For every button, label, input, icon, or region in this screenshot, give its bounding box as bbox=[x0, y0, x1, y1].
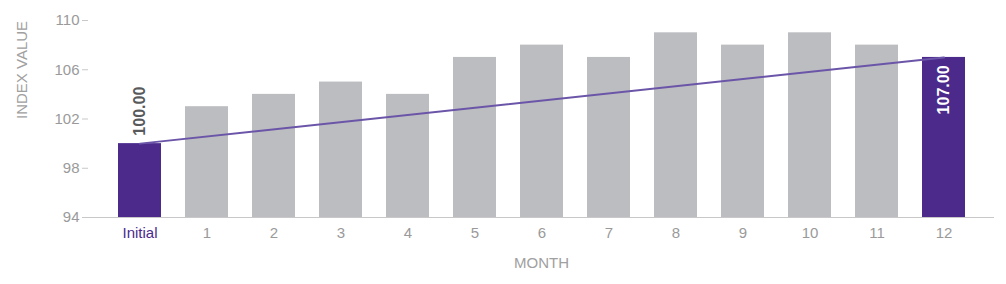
svg-text:107.00: 107.00 bbox=[935, 65, 952, 114]
svg-text:9: 9 bbox=[739, 224, 747, 241]
svg-text:7: 7 bbox=[605, 224, 613, 241]
svg-text:6: 6 bbox=[538, 224, 546, 241]
svg-text:100.00: 100.00 bbox=[131, 87, 148, 136]
svg-text:Initial: Initial bbox=[122, 224, 157, 241]
svg-text:110: 110 bbox=[56, 11, 80, 28]
svg-text:8: 8 bbox=[672, 224, 680, 241]
svg-text:3: 3 bbox=[337, 224, 345, 241]
svg-text:10: 10 bbox=[802, 224, 819, 241]
svg-text:98: 98 bbox=[63, 159, 80, 176]
svg-text:2: 2 bbox=[270, 224, 278, 241]
svg-text:11: 11 bbox=[869, 224, 885, 241]
svg-text:12: 12 bbox=[936, 224, 953, 241]
svg-text:106: 106 bbox=[54, 61, 79, 78]
svg-text:1: 1 bbox=[203, 224, 211, 241]
svg-text:4: 4 bbox=[404, 224, 412, 241]
svg-text:94: 94 bbox=[63, 208, 80, 225]
svg-text:102: 102 bbox=[54, 110, 79, 127]
svg-text:MONTH: MONTH bbox=[514, 254, 569, 271]
svg-text:5: 5 bbox=[471, 224, 479, 241]
svg-text:INDEX VALUE: INDEX VALUE bbox=[13, 21, 30, 119]
